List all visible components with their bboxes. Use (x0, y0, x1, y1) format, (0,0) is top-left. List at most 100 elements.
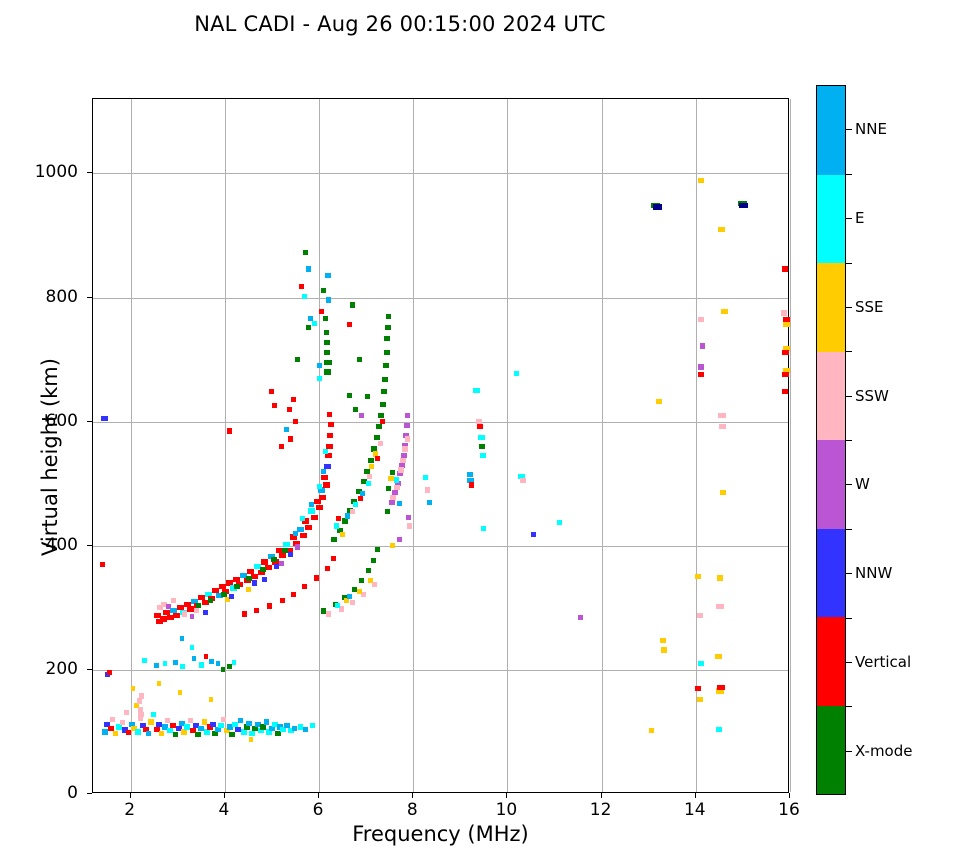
echo-mark (325, 297, 331, 303)
echo-mark (148, 719, 155, 725)
echo-mark (381, 389, 388, 395)
echo-mark (195, 731, 202, 738)
echo-mark (247, 569, 255, 575)
echo-mark (367, 473, 373, 479)
echo-mark (716, 603, 725, 610)
echo-mark (353, 406, 359, 412)
y-axis-tick-label: 0 (67, 783, 78, 803)
echo-mark (325, 443, 333, 450)
echo-mark (208, 697, 213, 703)
echo-mark (477, 434, 485, 440)
echo-mark (782, 316, 790, 322)
echo-mark (124, 710, 130, 716)
echo-mark (159, 730, 165, 736)
echo-mark (198, 725, 205, 731)
echo-mark (264, 564, 272, 571)
echo-mark (347, 594, 353, 600)
y-axis-tick (87, 296, 92, 298)
echo-mark (176, 605, 184, 611)
echo-mark (208, 597, 214, 603)
echo-mark (720, 308, 728, 314)
echo-mark (656, 399, 663, 405)
echo-mark (405, 412, 411, 419)
echo-mark (326, 411, 332, 417)
echo-mark (226, 580, 234, 586)
echo-mark (258, 569, 266, 576)
echo-mark (309, 723, 315, 729)
echo-mark (325, 565, 331, 571)
echo-mark (716, 726, 723, 733)
echo-mark (128, 721, 135, 728)
x-axis-tick (129, 793, 131, 798)
echo-mark (137, 715, 143, 721)
echo-mark (356, 488, 363, 494)
echo-mark (287, 728, 294, 734)
colorbar-label-vertical: Vertical (855, 652, 912, 671)
echo-mark (194, 607, 200, 613)
echo-mark (316, 375, 322, 381)
echo-mark (268, 389, 274, 395)
echo-mark (376, 424, 383, 430)
echo-mark (327, 432, 334, 438)
echo-mark (220, 667, 225, 673)
echo-mark (286, 547, 294, 553)
echo-mark (344, 513, 350, 519)
echo-mark (229, 594, 235, 600)
echo-mark (173, 731, 179, 738)
echo-mark (321, 474, 329, 481)
echo-mark (107, 726, 114, 732)
echo-mark (427, 499, 433, 505)
x-axis-tick (318, 793, 320, 798)
y-axis-tick (87, 668, 92, 670)
ionogram-plot-area (92, 98, 791, 793)
colorbar-boundary-tick (846, 706, 852, 708)
echo-mark (316, 484, 322, 490)
echo-mark (263, 719, 269, 725)
echo-mark (164, 718, 170, 724)
echo-mark (232, 721, 239, 728)
echo-mark (356, 357, 362, 363)
colorbar-boundary-tick (846, 617, 852, 619)
echo-mark (313, 498, 321, 504)
echo-mark (298, 283, 304, 289)
echo-mark (347, 393, 353, 399)
echo-mark (240, 572, 248, 579)
x-axis-tick (412, 793, 414, 798)
echo-mark (384, 335, 391, 342)
echo-mark (203, 729, 210, 735)
echo-mark (696, 697, 703, 703)
echo-mark (142, 726, 149, 733)
echo-mark (288, 551, 294, 558)
echo-mark (718, 226, 726, 232)
echo-mark (402, 446, 409, 452)
x-axis-tick-label: 6 (312, 800, 324, 820)
echo-mark (648, 728, 654, 734)
y-axis-label: Virtual height (km) (38, 358, 62, 556)
echo-mark (156, 618, 164, 625)
colorbar-label-ssw: SSW (855, 386, 889, 405)
echo-mark (717, 575, 724, 581)
echo-mark (190, 599, 198, 605)
echo-mark (280, 726, 287, 733)
echo-mark (167, 728, 174, 734)
echo-mark (274, 564, 280, 570)
echo-mark (384, 509, 390, 515)
echo-mark (400, 452, 407, 458)
echo-mark (204, 653, 209, 659)
echo-mark (156, 605, 163, 611)
echo-mark (387, 476, 394, 482)
echo-mark (698, 316, 705, 322)
colorbar-boundary-tick (846, 528, 852, 530)
echo-mark (400, 457, 407, 463)
echo-mark (268, 553, 276, 559)
echo-mark (296, 527, 304, 533)
echo-mark (175, 725, 182, 731)
echo-mark (287, 406, 293, 412)
grid-line-horizontal (93, 669, 788, 671)
echo-mark (215, 661, 220, 667)
echo-mark (467, 478, 475, 484)
echo-mark (660, 647, 667, 653)
echo-mark (783, 321, 791, 327)
echo-mark (424, 487, 430, 493)
echo-mark (386, 486, 392, 492)
